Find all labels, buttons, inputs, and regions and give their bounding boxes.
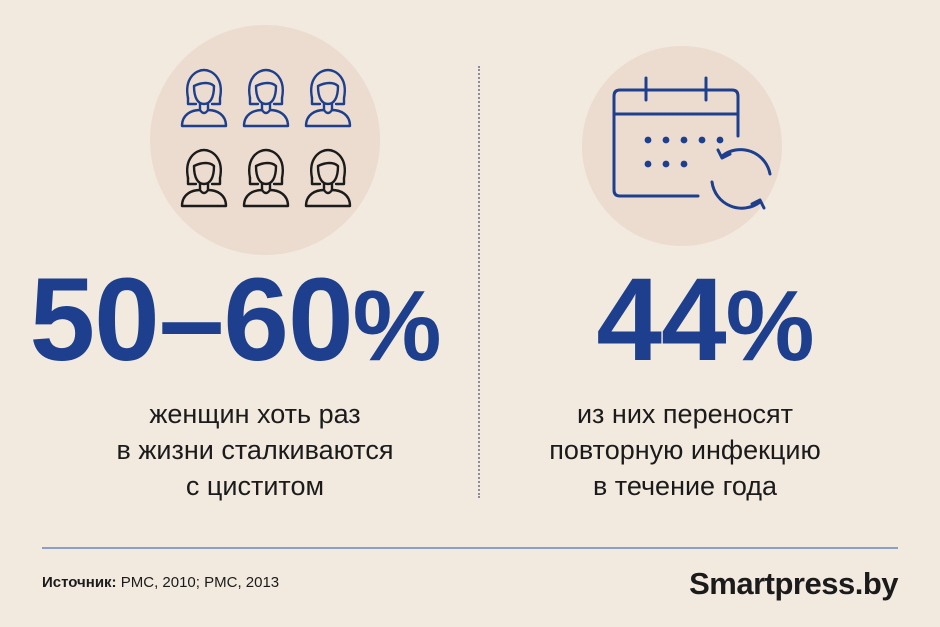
right-caption-line: из них переносят <box>576 399 794 429</box>
women-group-icon <box>176 64 356 214</box>
brand-logo: Smartpress.by <box>689 566 898 601</box>
right-stat-panel: 44% из них переносят повторную инфекцию … <box>470 0 940 530</box>
right-caption-line: в течение года <box>592 471 778 501</box>
right-value-unit: % <box>725 270 815 382</box>
right-value-number: 44 <box>596 254 726 386</box>
right-caption-line: повторную инфекцию <box>549 435 821 465</box>
source-label: Источник: <box>42 574 117 591</box>
left-caption-line: в жизни сталкиваются <box>116 435 394 465</box>
left-value-unit: % <box>352 270 442 382</box>
right-stat-caption: из них переносят повторную инфекцию в те… <box>450 396 920 504</box>
calendar-repeat-icon <box>610 74 780 219</box>
vertical-divider <box>478 66 480 498</box>
left-caption-line: с циститом <box>185 471 325 501</box>
source-text: PMC, 2010; PMC, 2013 <box>120 574 280 591</box>
footer-divider <box>42 547 898 549</box>
left-value-number: 50–60 <box>29 254 353 386</box>
left-icon-background <box>150 25 380 255</box>
left-stat-panel: 50–60% женщин хоть раз в жизни сталкиваю… <box>0 0 470 530</box>
right-stat-value: 44% <box>470 255 940 391</box>
source-note: Источник: PMC, 2010; PMC, 2013 <box>42 574 279 591</box>
left-stat-caption: женщин хоть раз в жизни сталкиваются с ц… <box>20 396 490 504</box>
left-stat-value: 50–60% <box>0 255 470 391</box>
left-caption-line: женщин хоть раз <box>149 399 361 429</box>
